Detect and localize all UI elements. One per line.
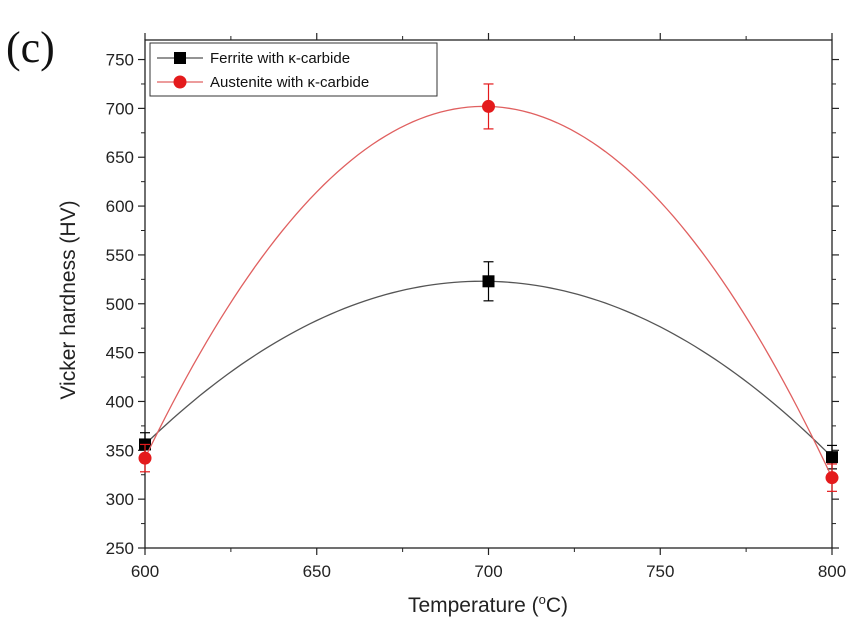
- series-2: [138, 83, 839, 492]
- panel-label: (c): [6, 23, 55, 72]
- data-point: [482, 275, 495, 288]
- legend-label: Austenite with κ-carbide: [210, 74, 369, 91]
- y-tick-label: 650: [106, 148, 134, 167]
- x-axis-title: Temperature (oC): [408, 592, 568, 617]
- x-axis-title-main: Temperature (: [408, 594, 539, 617]
- x-tick-label: 800: [818, 562, 846, 581]
- y-tick-label: 400: [106, 392, 134, 411]
- x-tick-label: 650: [303, 562, 331, 581]
- data-point: [825, 471, 839, 485]
- y-tick-label: 250: [106, 539, 134, 558]
- y-tick-label: 700: [106, 99, 134, 118]
- legend-marker: [173, 75, 187, 89]
- y-tick-label: 600: [106, 197, 134, 216]
- series-1: [139, 261, 838, 470]
- data-point: [826, 451, 838, 464]
- y-tick-label: 450: [106, 344, 134, 363]
- legend: Ferrite with κ-carbide Austenite with κ-c…: [149, 42, 438, 97]
- data-point: [138, 451, 152, 465]
- data-point: [482, 99, 495, 113]
- x-tick-label: 600: [131, 562, 159, 581]
- y-tick-label: 300: [106, 490, 134, 509]
- legend-marker: [174, 52, 186, 64]
- x-axis-title-suffix: C): [546, 594, 568, 617]
- series-layer: [138, 83, 839, 492]
- y-tick-label: 500: [106, 295, 134, 314]
- y-axis-title: Vicker hardness (HV): [57, 200, 80, 399]
- y-tick-label: 350: [106, 441, 134, 460]
- legend-label: Ferrite with κ-carbide: [210, 50, 350, 67]
- axis-ticks: 250 300 350 400 450 500 550 600 650 700 750 600 650 7…: [106, 33, 846, 581]
- x-tick-label: 700: [474, 562, 502, 581]
- y-tick-label: 550: [106, 246, 134, 265]
- legend-box: [149, 42, 438, 97]
- series-curve: [144, 280, 833, 458]
- x-tick-label: 750: [646, 562, 674, 581]
- x-axis-title-sup: o: [539, 592, 546, 607]
- y-tick-label: 750: [106, 51, 134, 70]
